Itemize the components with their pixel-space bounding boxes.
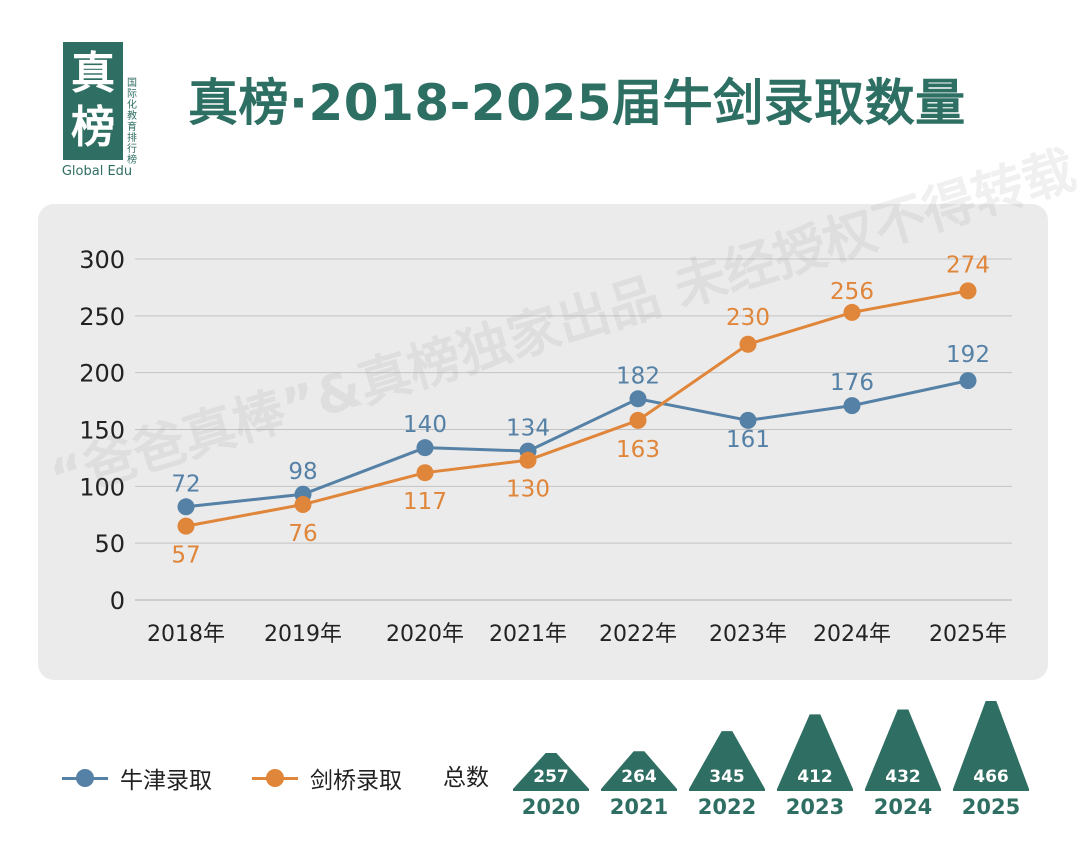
data-label: 140 xyxy=(403,412,447,438)
x-tick-label: 2020年 xyxy=(386,622,464,647)
legend-oxford-line xyxy=(62,768,108,787)
total-baseline xyxy=(777,789,853,791)
data-label: 117 xyxy=(403,489,447,515)
y-tick-label: 250 xyxy=(79,303,125,331)
legend-oxford-marker xyxy=(76,768,94,787)
data-point xyxy=(843,397,861,415)
data-point xyxy=(416,464,434,482)
data-label: 57 xyxy=(171,543,200,569)
data-label: 161 xyxy=(726,427,770,453)
logo-char-2: 榜 xyxy=(71,102,115,153)
total-year: 2021 xyxy=(609,795,669,819)
total-value: 432 xyxy=(885,766,921,787)
x-tick-label: 2018年 xyxy=(147,622,225,647)
data-label: 163 xyxy=(616,437,660,463)
x-tick-label: 2019年 xyxy=(264,622,342,647)
legend-cambridge-marker xyxy=(266,768,284,787)
data-label: 72 xyxy=(171,471,200,497)
total-baseline xyxy=(513,789,589,791)
data-label: 134 xyxy=(506,416,550,442)
series-line-cambridge xyxy=(185,289,969,528)
y-tick-label: 0 xyxy=(110,587,125,615)
data-label: 98 xyxy=(288,459,317,485)
y-tick-label: 300 xyxy=(79,246,125,274)
data-label: 192 xyxy=(946,342,990,368)
data-point xyxy=(177,498,195,516)
total-value: 257 xyxy=(533,767,569,787)
legend-oxford: 牛津录取 xyxy=(62,760,212,796)
totals-label: 总数 xyxy=(443,765,489,791)
total-year: 2022 xyxy=(697,795,757,819)
data-point xyxy=(959,372,977,390)
total-baseline xyxy=(865,789,941,791)
total-year: 2025 xyxy=(961,795,1021,819)
total-year: 2020 xyxy=(521,795,581,819)
y-tick-label: 50 xyxy=(94,530,125,558)
y-tick-label: 150 xyxy=(79,417,125,445)
logo-side-text: 国际化教育排行榜 xyxy=(127,78,137,166)
total-item: 345 xyxy=(689,731,765,789)
data-point xyxy=(519,451,537,469)
data-point xyxy=(629,411,647,429)
total-item: 264 xyxy=(601,751,677,789)
total-item: 432 xyxy=(865,709,941,789)
data-label: 274 xyxy=(946,252,990,278)
legend-oxford-label: 牛津录取 xyxy=(120,768,212,794)
total-baseline xyxy=(601,789,677,791)
data-point xyxy=(294,496,312,514)
y-tick-label: 200 xyxy=(79,360,125,388)
x-tick-label: 2025年 xyxy=(929,622,1007,647)
data-point xyxy=(177,517,195,535)
total-baseline xyxy=(689,789,765,791)
series-line-oxford xyxy=(185,379,969,509)
legend-cambridge: 剑桥录取 xyxy=(252,760,402,796)
data-label: 76 xyxy=(288,521,317,547)
total-value: 466 xyxy=(973,767,1009,787)
total-value: 345 xyxy=(709,766,745,787)
logo-en-text: Global Edu xyxy=(61,164,133,179)
total-item: 466 xyxy=(953,701,1029,789)
data-label: 182 xyxy=(616,363,660,389)
data-point xyxy=(739,335,757,353)
x-tick-label: 2023年 xyxy=(709,622,787,647)
total-baseline xyxy=(953,789,1029,791)
total-value: 412 xyxy=(797,766,833,787)
total-value: 264 xyxy=(621,766,657,787)
y-tick-label: 100 xyxy=(79,473,125,501)
data-point xyxy=(416,439,434,457)
data-label: 230 xyxy=(726,305,770,331)
data-point xyxy=(959,282,977,300)
legend-cambridge-label: 剑桥录取 xyxy=(310,768,402,794)
data-label: 176 xyxy=(830,370,874,396)
total-item: 257 xyxy=(513,753,589,789)
x-tick-label: 2022年 xyxy=(599,622,677,647)
logo: 真 榜 xyxy=(63,42,123,160)
total-item: 412 xyxy=(777,714,853,789)
total-year: 2023 xyxy=(785,795,845,819)
total-year: 2024 xyxy=(873,795,933,819)
data-label: 256 xyxy=(830,279,874,305)
legend-cambridge-line xyxy=(252,768,298,787)
data-point xyxy=(739,411,757,429)
logo-char-1: 真 xyxy=(71,48,115,99)
data-point xyxy=(629,390,647,408)
data-point xyxy=(843,303,861,321)
x-tick-label: 2024年 xyxy=(813,622,891,647)
page-title: 真榜·2018-2025届牛剑录取数量 xyxy=(188,74,966,132)
x-tick-label: 2021年 xyxy=(489,622,567,647)
data-label: 130 xyxy=(506,477,550,503)
